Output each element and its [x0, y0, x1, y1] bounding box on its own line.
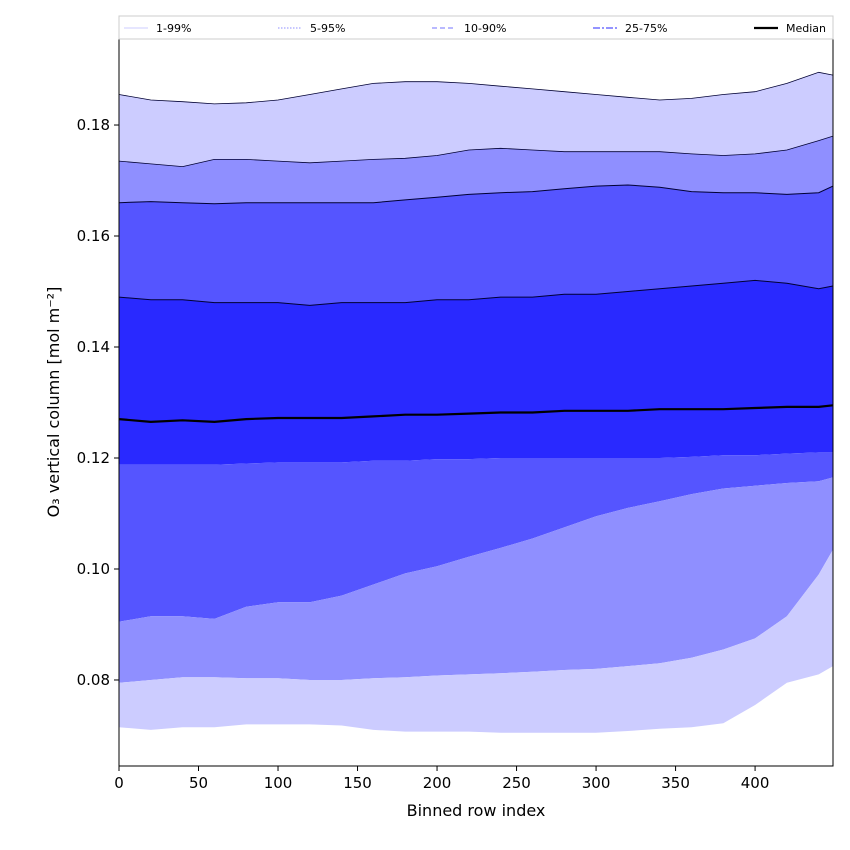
y-tick-label: 0.12: [77, 449, 110, 467]
x-tick-label: 50: [189, 774, 208, 792]
area-10-90-lower: [119, 452, 833, 622]
legend-label: 5-95%: [310, 22, 345, 35]
x-tick-label: 150: [343, 774, 372, 792]
x-tick-label: 250: [502, 774, 531, 792]
line-25-75-upper: [119, 279, 833, 306]
legend: 1-99% 5-95% 10-90% 25-75% Median: [118, 15, 834, 40]
y-tick-label: 0.16: [77, 227, 110, 245]
line-1-99-upper: [119, 71, 833, 105]
y-axis-label: O₃ vertical column [mol m⁻²]: [44, 287, 63, 518]
x-tick-label: 0: [114, 774, 124, 792]
line-10-90-upper: [119, 184, 833, 205]
x-tick-label: 300: [582, 774, 611, 792]
area-10-90-upper: [119, 185, 833, 306]
legend-label: Median: [786, 22, 826, 35]
median-line: [119, 404, 833, 424]
legend-label: 10-90%: [464, 22, 506, 35]
y-tick-label: 0.14: [77, 338, 110, 356]
line-5-95-upper: [119, 135, 833, 168]
x-tick-label: 400: [741, 774, 770, 792]
area-25-75: [119, 280, 833, 465]
y-tick-label: 0.18: [77, 116, 110, 134]
area-1-99-upper: [119, 72, 833, 167]
y-axis-ticks: 0.08 0.10 0.12 0.14 0.16 0.18: [77, 116, 119, 689]
x-tick-label: 200: [423, 774, 452, 792]
series-lines: [119, 71, 833, 424]
x-tick-label: 350: [661, 774, 690, 792]
x-tick-label: 100: [264, 774, 293, 792]
x-axis-ticks: 0 50 100 150 200 250 300 350 400: [114, 766, 769, 792]
y-tick-label: 0.08: [77, 671, 110, 689]
legend-label: 25-75%: [625, 22, 667, 35]
legend-label: 1-99%: [156, 22, 191, 35]
percentile-bands: [119, 72, 833, 733]
area-5-95-upper: [119, 136, 833, 204]
area-5-95-lower: [119, 477, 833, 683]
y-tick-label: 0.10: [77, 560, 110, 578]
legend-box: [118, 15, 834, 40]
x-axis-label: Binned row index: [407, 801, 546, 820]
area-1-99-lower: [119, 549, 833, 733]
